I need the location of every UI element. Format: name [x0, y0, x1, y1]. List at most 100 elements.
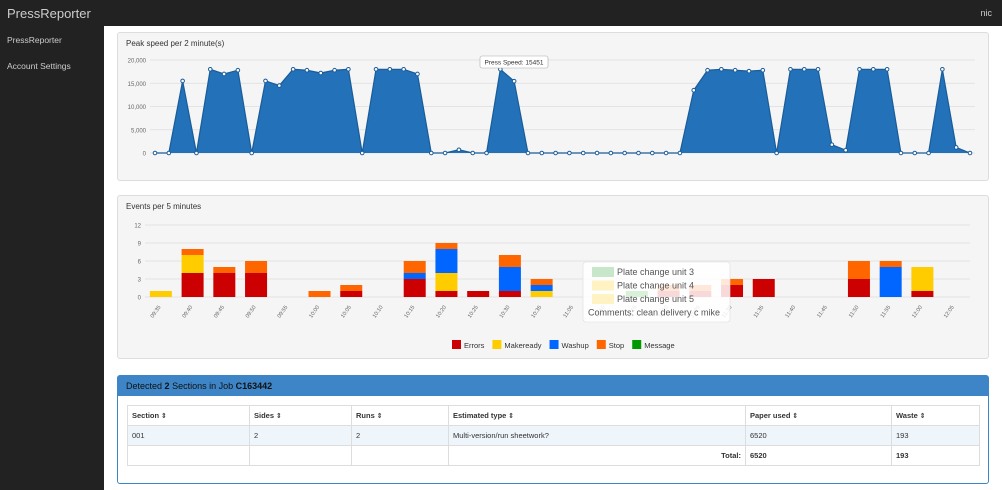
brand[interactable]: PressReporter [7, 6, 91, 21]
bar-segment [530, 279, 553, 285]
x-tick-label: 11:45 [816, 305, 829, 319]
legend-swatch [492, 340, 502, 349]
x-tick-label: 10:10 [372, 305, 385, 320]
panel-heading: Detected 2 Sections in Job C163442 [118, 376, 988, 396]
bar-segment [530, 285, 553, 291]
y-tick-label: 3 [138, 278, 142, 284]
tooltip [582, 261, 731, 323]
legend-swatch [452, 340, 461, 349]
x-tick-label: 11:50 [848, 305, 861, 319]
point [663, 150, 669, 156]
point [442, 150, 448, 156]
sidebar: PressReporter Account Settings [0, 26, 104, 490]
user-menu[interactable]: nic [980, 8, 992, 18]
x-tick-label: 09:45 [213, 305, 226, 320]
point [553, 150, 558, 156]
x-tick-label: 09:50 [245, 305, 258, 320]
point [774, 150, 779, 156]
x-tick-label: 11:05 [562, 305, 575, 319]
x-tick-label: 09:55 [277, 305, 290, 320]
point [277, 83, 282, 88]
bar-segment [911, 291, 934, 297]
point [719, 67, 724, 72]
point [815, 67, 821, 72]
x-tick-label: 10:05 [340, 305, 353, 320]
bar-segment [879, 261, 902, 267]
bar-segment [245, 273, 268, 297]
legend-swatch [596, 340, 606, 349]
y-tick-label: 5,000 [131, 128, 147, 134]
point [332, 67, 337, 73]
point [428, 150, 434, 156]
bar-segment [847, 279, 870, 297]
point [249, 150, 254, 156]
tooltip-text: Plate change unit 4 [617, 281, 694, 291]
x-tick-label: 10:30 [499, 305, 512, 320]
line [155, 68, 971, 154]
legend-swatch [549, 340, 559, 349]
point [898, 150, 904, 156]
cell: 2 [249, 425, 352, 446]
x-tick-label: 10:20 [435, 305, 448, 320]
bar-segment [181, 255, 204, 273]
y-tick-label: 10,000 [128, 105, 147, 111]
bar-segment [911, 267, 934, 291]
point [539, 150, 545, 156]
bar-segment [530, 291, 553, 297]
bar-segment [403, 279, 426, 297]
point [415, 71, 420, 77]
bar-segment [403, 261, 426, 273]
point [829, 142, 835, 147]
point [221, 71, 227, 77]
bar-segment [213, 267, 236, 273]
point [857, 67, 862, 72]
bar-segment [879, 267, 902, 297]
point [732, 67, 738, 73]
bar-segment [340, 285, 363, 291]
bar-segment [435, 273, 458, 291]
legend-swatch [632, 340, 642, 349]
tooltip-text: Plate change unit 5 [617, 294, 694, 304]
point [346, 67, 351, 72]
point [940, 67, 945, 72]
point [166, 150, 172, 156]
bar-segment [340, 291, 363, 297]
bar-segment [721, 279, 744, 285]
bar-segment [752, 279, 775, 297]
point [290, 67, 296, 72]
y-tick-label: 0 [143, 152, 147, 158]
sections-table: Section Sides Runs Estimated type Paper … [127, 405, 980, 466]
point [152, 150, 158, 156]
heading-job: C163442 [235, 381, 273, 391]
point [884, 67, 890, 72]
point [705, 67, 710, 73]
point [194, 150, 199, 156]
legend-label: Stop [609, 341, 624, 350]
point [525, 150, 531, 156]
tooltip-text: Comments: clean delivery c mike [588, 308, 720, 318]
bar-segment [181, 273, 204, 297]
bar-segment [403, 273, 426, 279]
point [318, 70, 324, 76]
bar-segment [181, 249, 204, 255]
point [387, 67, 393, 72]
x-tick-label: 10:00 [308, 305, 321, 320]
sidebar-item[interactable]: Account Settings [7, 61, 71, 71]
y-tick-label: 9 [138, 242, 142, 248]
x-tick-label: 11:35 [753, 305, 766, 319]
legend-label: Errors [464, 341, 485, 350]
point [912, 150, 918, 156]
sidebar-item[interactable]: PressReporter [7, 35, 62, 45]
cell: Multi-version/run sheetwork? [448, 425, 746, 446]
point [746, 68, 752, 74]
x-tick-label: 10:35 [530, 305, 543, 320]
bar-segment [308, 291, 331, 297]
point [567, 150, 572, 156]
point [484, 150, 489, 156]
point [470, 150, 476, 156]
x-tick-label: 11:40 [785, 305, 798, 319]
point [953, 145, 959, 150]
bar-segment [149, 291, 172, 297]
